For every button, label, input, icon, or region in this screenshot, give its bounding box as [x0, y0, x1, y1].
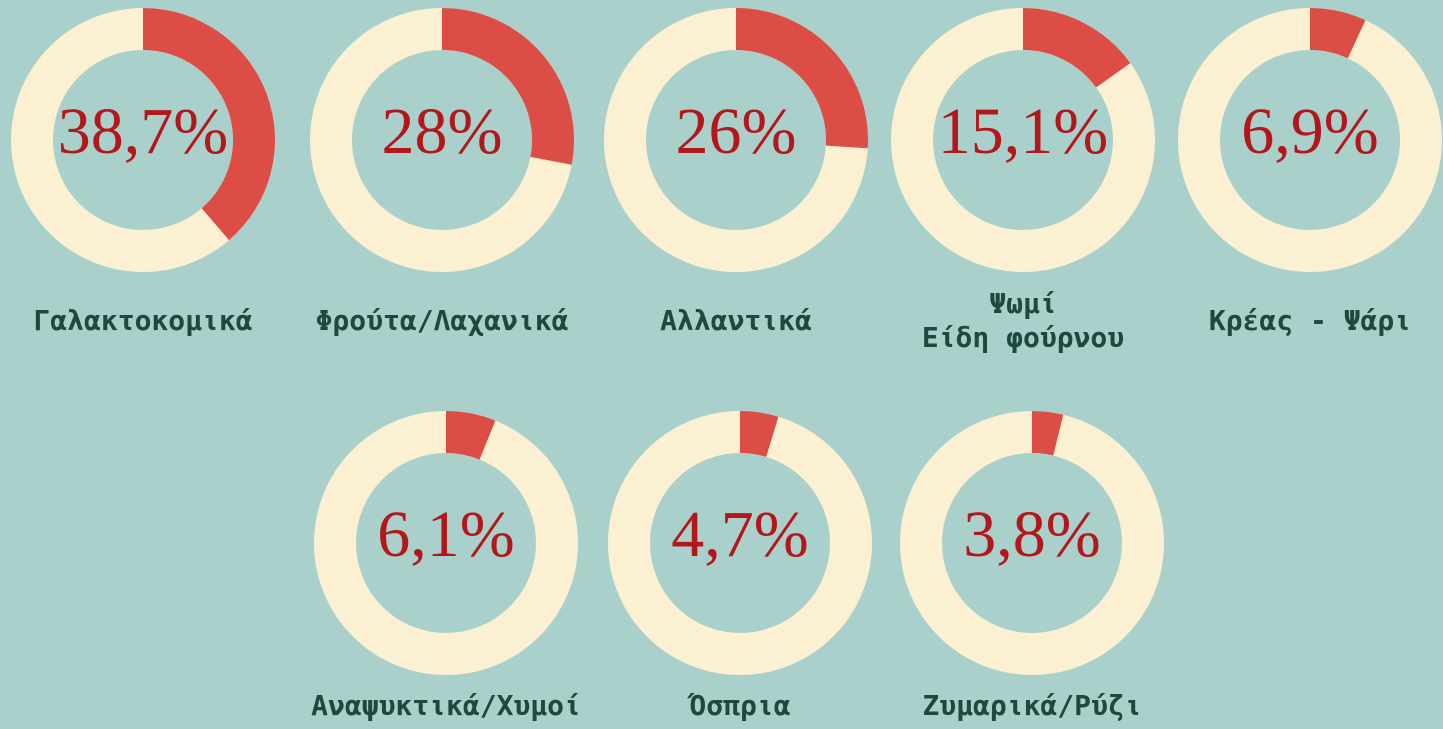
donut-segment — [442, 8, 574, 165]
donut-segment — [1310, 8, 1366, 59]
category-label: Ζυμαρικά/Ρύζι — [922, 689, 1141, 722]
category-label: Αλλαντικά — [660, 304, 812, 337]
donut-segment — [740, 411, 779, 457]
percent-label: 26% — [676, 95, 797, 168]
percent-label: 3,8% — [963, 498, 1100, 571]
donut-segment — [1023, 8, 1131, 88]
percent-label: 4,7% — [671, 498, 808, 571]
donut-segment — [1032, 411, 1064, 456]
percent-label: 6,9% — [1241, 95, 1378, 168]
percent-label: 38,7% — [58, 95, 228, 168]
donut-segment — [446, 411, 496, 460]
percent-label: 15,1% — [938, 95, 1108, 168]
percent-label: 28% — [382, 95, 503, 168]
category-label: Φρούτα/Λαχανικά — [316, 304, 569, 337]
percent-label: 6,1% — [377, 498, 514, 571]
donut-segment — [143, 8, 276, 241]
category-label: Κρέας - Ψάρι — [1209, 304, 1411, 337]
category-label: Όσπρια — [686, 689, 790, 722]
category-label: Αναψυκτικά/Χυμοί — [311, 689, 581, 722]
category-label: Ψωμί Είδη φούρνου — [922, 287, 1124, 354]
donut-segment — [736, 8, 868, 149]
category-label: Γαλακτοκομικά — [33, 304, 252, 337]
